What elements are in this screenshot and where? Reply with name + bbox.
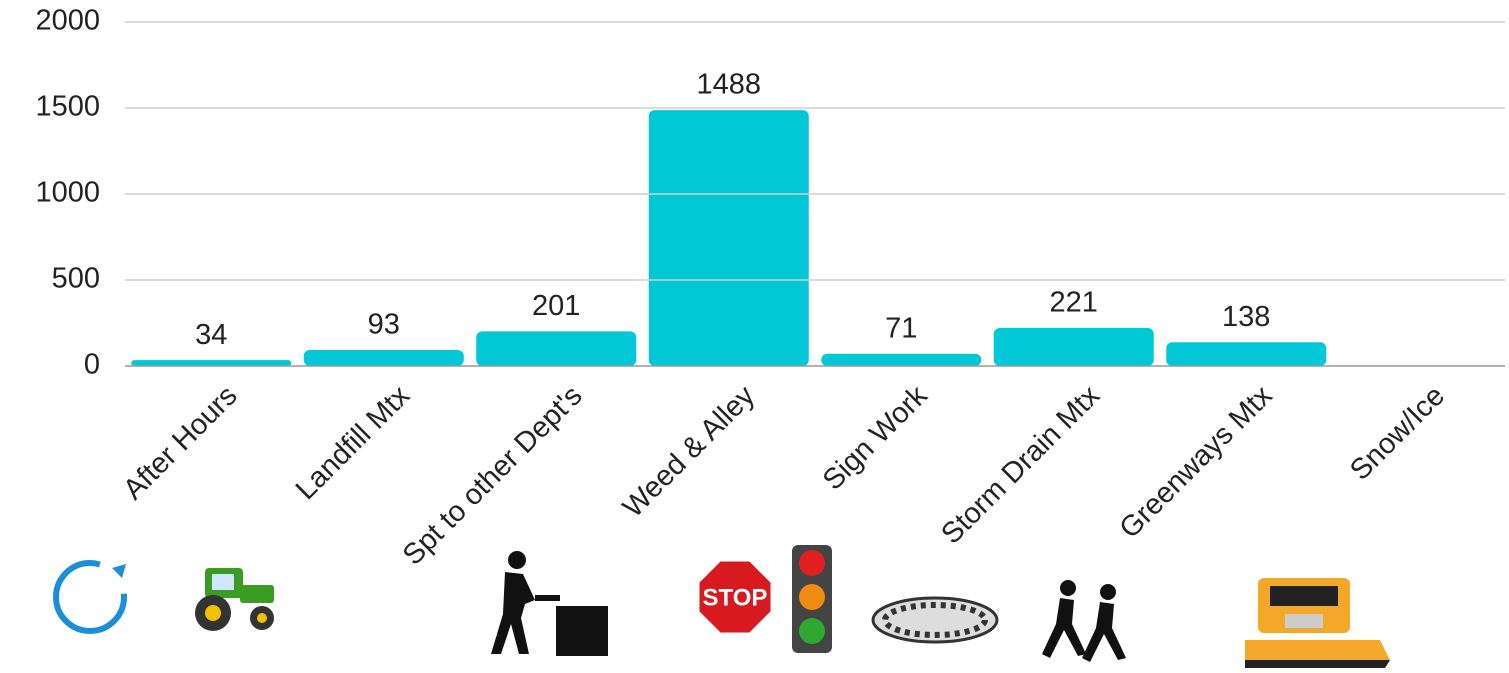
data-label: 201 (532, 290, 580, 322)
x-tick-label: Storm Drain Mtx (935, 379, 1106, 550)
data-label: 221 (1050, 287, 1098, 319)
y-tick-label: 0 (84, 349, 100, 381)
bar (994, 328, 1154, 366)
icon-24-hours (56, 563, 126, 631)
svg-text:STOP: STOP (703, 584, 768, 611)
data-label: 1488 (696, 69, 761, 101)
chart: Snow/Ice 138 Greenways Mtx 221 Storm Drain M… (0, 0, 1509, 673)
x-tick-label: Snow/Ice (1344, 380, 1451, 487)
icon-traffic-light (792, 545, 832, 653)
y-tick-label: 2000 (35, 5, 100, 37)
y-tick-label: 1500 (35, 91, 100, 123)
data-label: 138 (1222, 301, 1270, 333)
bar (1166, 342, 1326, 366)
x-tick-label: Spt to other Dept's (397, 380, 589, 572)
y-tick-label: 1000 (35, 177, 100, 209)
data-label: 93 (368, 309, 400, 341)
x-tick-label: Weed & Alley (617, 379, 762, 524)
icon-storm-drain (873, 598, 997, 642)
bar (821, 354, 981, 366)
x-tick-label: Sign Work (817, 379, 934, 496)
data-label: 71 (885, 312, 917, 344)
x-tick-label: After Hours (117, 380, 243, 506)
icon-stop-sign: STOP (698, 560, 772, 634)
icon-tractor (195, 568, 274, 631)
bar (304, 350, 464, 366)
icon-weed-worker (491, 551, 608, 656)
bar (649, 110, 809, 366)
x-tick-label: Greenways Mtx (1114, 379, 1279, 544)
bar (131, 360, 291, 366)
icon-runners (1042, 580, 1126, 662)
x-tick-label: Landfill Mtx (290, 379, 417, 506)
data-label: 34 (195, 319, 227, 351)
icons: STOP (56, 545, 1390, 668)
bar (476, 331, 636, 366)
icon-snow-plow (1245, 578, 1390, 668)
y-tick-label: 500 (52, 263, 100, 295)
